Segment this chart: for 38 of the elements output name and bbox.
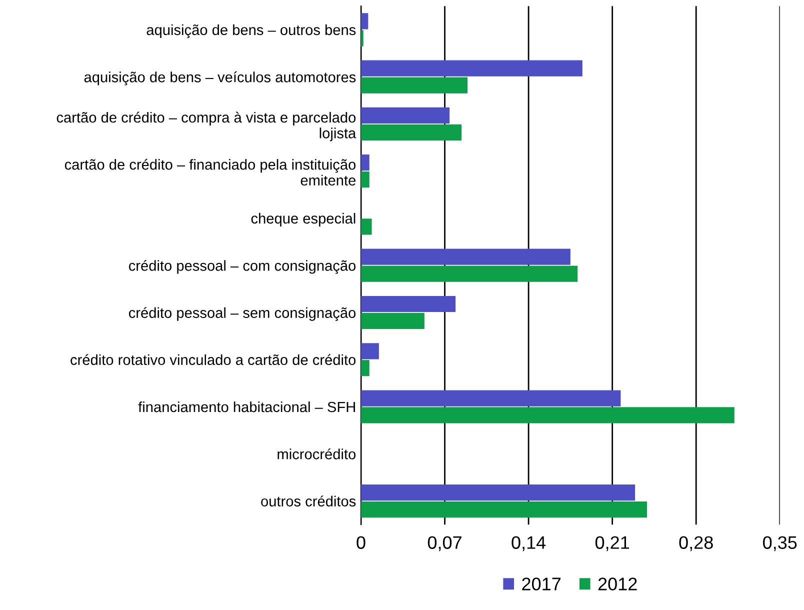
bar	[360, 484, 636, 501]
x-tick-label: 0,07	[428, 536, 462, 552]
y-tick-label: aquisição de bens – veículos automotores	[84, 71, 356, 86]
bar	[360, 296, 456, 312]
x-tick-label: 0	[356, 536, 366, 549]
bar	[360, 154, 370, 171]
bar	[360, 172, 370, 188]
bar	[360, 107, 450, 124]
bar	[360, 343, 379, 360]
bar	[360, 360, 370, 376]
y-tick-label: cartão de crédito – financiado pela instituição emitente	[64, 158, 356, 186]
bar	[360, 266, 578, 282]
legend-label: 2012	[598, 578, 637, 590]
bar	[360, 390, 621, 406]
bar	[360, 218, 372, 235]
x-tick-label: 0,28	[679, 536, 713, 552]
y-tick-label: aquisição de bens – outros bens	[146, 24, 356, 38]
bar	[360, 501, 648, 518]
bar	[360, 60, 582, 76]
y-tick-label: financiamento habitacional – SFH	[138, 401, 355, 412]
y-tick-label: crédito pessoal – sem consignação	[128, 307, 356, 321]
legend-label: 2017	[522, 578, 561, 590]
y-tick-label: cheque especial	[251, 212, 356, 227]
bar	[360, 312, 424, 330]
y-tick-label: outros créditos	[261, 496, 356, 506]
bar	[360, 407, 734, 424]
y-tick-label: crédito rotativo vinculado a cartão de crédito	[70, 354, 356, 366]
bar	[360, 248, 570, 265]
y-tick-label: microcrédito	[278, 448, 356, 460]
bar	[360, 13, 368, 30]
x-tick-label: 0,14	[512, 536, 546, 552]
bar	[360, 124, 462, 140]
bar	[360, 77, 468, 94]
x-tick-label: 0,21	[595, 536, 630, 552]
y-tick-label: crédito pessoal – com consignação	[128, 260, 356, 274]
y-tick-label: cartão de crédito – compra à vista e parcelado lojista	[56, 112, 356, 142]
bar	[360, 30, 364, 46]
x-tick-label: 0,35	[763, 536, 797, 552]
